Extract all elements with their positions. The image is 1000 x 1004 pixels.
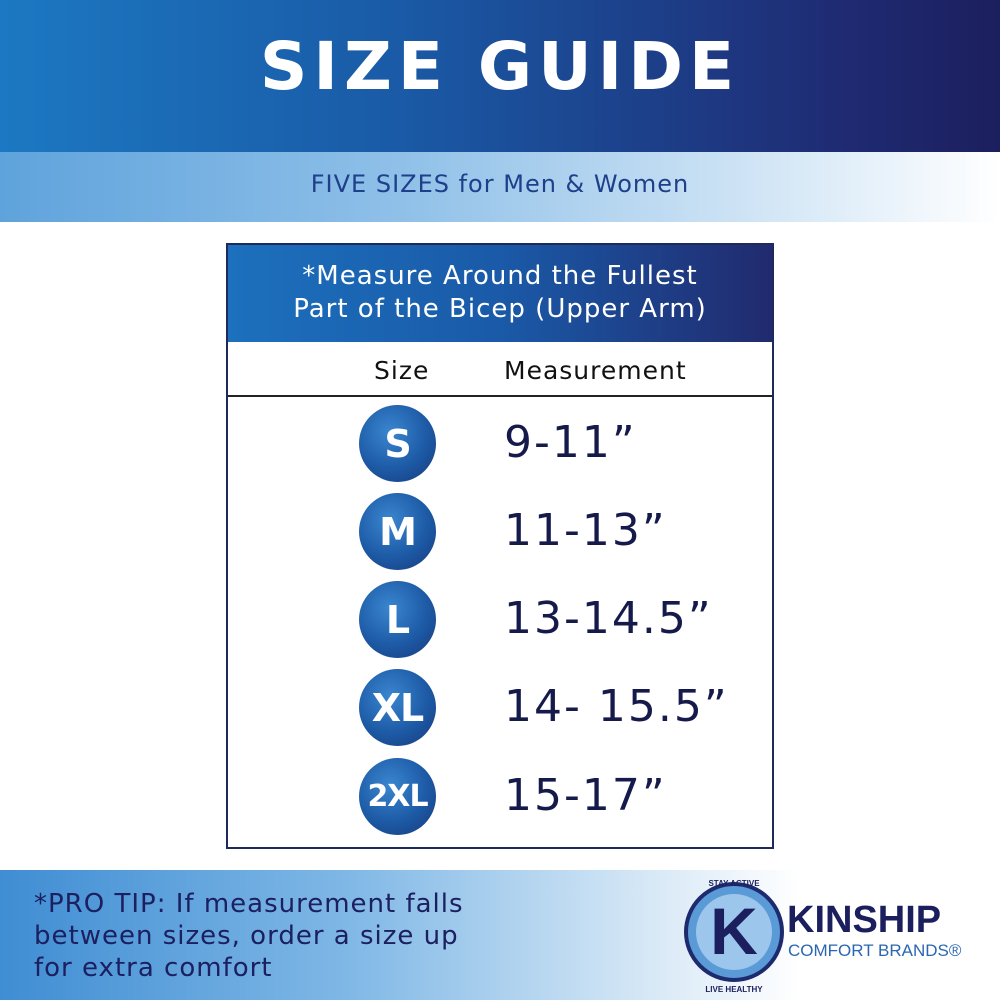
size-badge: S: [359, 405, 436, 482]
table-row: M 11-13”: [228, 487, 772, 575]
measurement: 13-14.5”: [504, 593, 713, 644]
svg-text:LIVE HEALTHY: LIVE HEALTHY: [705, 985, 763, 994]
kinship-logo: K STAY ACTIVE LIVE HEALTHY KINSHIP COMFO…: [672, 870, 992, 1000]
table-row: 2XL 15-17”: [228, 752, 772, 840]
svg-text:KINSHIP: KINSHIP: [787, 899, 941, 941]
page-title: SIZE GUIDE: [259, 28, 741, 105]
table-row: XL 14- 15.5”: [228, 663, 772, 751]
size-badge: XL: [359, 669, 436, 746]
svg-text:K: K: [710, 894, 758, 968]
table-header: *Measure Around the Fullest Part of the …: [228, 245, 772, 342]
subtitle-band: FIVE SIZES for Men & Women: [0, 152, 1000, 222]
table-row: S 9-11”: [228, 399, 772, 487]
column-headers: Size Measurement: [228, 342, 772, 397]
kinship-badge-icon: K STAY ACTIVE LIVE HEALTHY KINSHIP COMFO…: [684, 879, 962, 994]
size-badge: M: [359, 493, 436, 570]
pro-tip: *PRO TIP: If measurement falls between s…: [34, 889, 464, 983]
header-line-2: Part of the Bicep (Upper Arm): [293, 294, 707, 324]
title-banner: SIZE GUIDE: [0, 0, 1000, 152]
size-badge: 2XL: [359, 758, 436, 835]
col-measurement: Measurement: [504, 356, 687, 385]
measurement: 15-17”: [504, 770, 667, 821]
svg-text:STAY ACTIVE: STAY ACTIVE: [708, 879, 760, 888]
size-table: *Measure Around the Fullest Part of the …: [226, 243, 774, 849]
measurement: 11-13”: [504, 505, 667, 556]
footer-band: *PRO TIP: If measurement falls between s…: [0, 870, 1000, 1000]
measurement: 14- 15.5”: [504, 681, 729, 732]
subtitle: FIVE SIZES for Men & Women: [310, 170, 690, 198]
table-row: L 13-14.5”: [228, 575, 772, 663]
svg-text:COMFORT BRANDS®: COMFORT BRANDS®: [788, 941, 962, 960]
col-size: Size: [374, 356, 430, 385]
measurement: 9-11”: [504, 417, 637, 468]
header-line-1: *Measure Around the Fullest: [302, 261, 698, 291]
size-badge: L: [359, 581, 436, 658]
